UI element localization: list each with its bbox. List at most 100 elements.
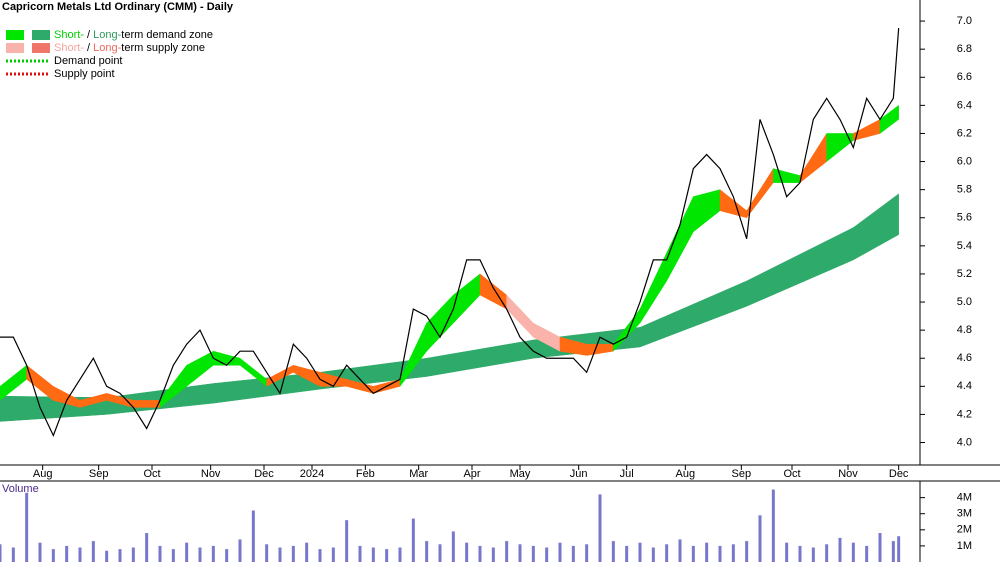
volume-bar	[785, 542, 789, 562]
x-tick-label: Jun	[570, 468, 588, 480]
volume-bar	[491, 547, 495, 562]
x-tick-label: Oct	[783, 468, 800, 480]
volume-bar	[878, 533, 882, 562]
legend-swatch	[32, 43, 50, 53]
legend-part: Supply point	[54, 68, 115, 80]
x-tick-label: 2024	[300, 468, 324, 480]
legend-part: term demand zone	[121, 29, 213, 41]
volume-bar	[211, 545, 215, 562]
legend-text: Supply point	[54, 68, 115, 80]
volume-bar	[531, 545, 535, 562]
zone-band	[879, 104, 899, 134]
volume-bar	[371, 547, 375, 562]
legend-part: Short-	[54, 29, 84, 41]
y-tick-label: 5.8	[957, 184, 972, 196]
volume-bar	[318, 549, 322, 562]
x-tick-label: Oct	[143, 468, 160, 480]
volume-bar	[505, 541, 509, 562]
y-tick-label: 5.4	[957, 240, 972, 252]
volume-bar	[851, 542, 855, 562]
volume-bar	[678, 539, 682, 562]
legend-text: Short- / Long-term supply zone	[54, 42, 205, 54]
y-tick-label: 5.6	[957, 212, 972, 224]
volume-bar	[811, 547, 815, 562]
x-tick-label: Sep	[732, 468, 752, 480]
volume-title: Volume	[2, 483, 39, 495]
x-tick-label: Apr	[463, 468, 480, 480]
y-tick-label: 4.6	[957, 352, 972, 364]
x-tick-label: Feb	[356, 468, 375, 480]
volume-bar	[131, 547, 135, 562]
volume-bar	[745, 541, 749, 562]
volume-bar	[897, 536, 901, 562]
volume-bar	[65, 545, 69, 562]
x-tick-label: Aug	[676, 468, 696, 480]
volume-bar	[758, 515, 762, 562]
x-tick-label: Dec	[254, 468, 274, 480]
y-tick-label: 4.0	[957, 436, 972, 448]
y-tick-label: 3M	[957, 508, 972, 520]
volume-bar	[478, 545, 482, 562]
volume-bar	[705, 542, 709, 562]
legend-part: Short-	[54, 42, 84, 54]
volume-bar	[25, 492, 29, 562]
volume-bar	[185, 542, 189, 562]
volume-bar	[425, 541, 429, 562]
volume-bar	[798, 545, 802, 562]
volume-bar	[625, 545, 629, 562]
volume-bar	[118, 549, 122, 562]
y-tick-label: 6.6	[957, 71, 972, 83]
volume-bar	[345, 520, 349, 562]
volume-bar	[198, 547, 202, 562]
x-tick-label: May	[510, 468, 531, 480]
legend-part: /	[84, 42, 93, 54]
legend-part: term supply zone	[121, 42, 205, 54]
legend-part: Long-	[93, 29, 121, 41]
volume-bar	[438, 544, 442, 562]
volume-bar	[0, 544, 2, 562]
y-tick-label: 5.2	[957, 268, 972, 280]
x-tick-label: Sep	[89, 468, 109, 480]
x-tick-label: Nov	[838, 468, 858, 480]
legend-text: Demand point	[54, 55, 123, 67]
volume-bar	[718, 545, 722, 562]
y-tick-label: 1M	[957, 540, 972, 552]
volume-bar	[571, 545, 575, 562]
y-tick-label: 6.4	[957, 99, 972, 111]
volume-bar	[731, 544, 735, 562]
y-tick-label: 4.8	[957, 324, 972, 336]
volume-bar	[691, 545, 695, 562]
volume-bar	[865, 545, 869, 562]
volume-bar	[558, 542, 562, 562]
volume-bar	[145, 533, 149, 562]
volume-bar	[771, 489, 775, 562]
legend-swatch	[32, 30, 50, 40]
volume-bar	[11, 547, 15, 562]
volume-bar	[451, 531, 455, 562]
volume-bar	[105, 550, 109, 562]
legend-part: /	[84, 29, 93, 41]
chart-title: Capricorn Metals Ltd Ordinary (CMM) - Da…	[2, 1, 234, 13]
volume-bar	[251, 510, 255, 562]
x-tick-label: Nov	[201, 468, 221, 480]
price-line	[0, 28, 900, 438]
y-tick-label: 7.0	[957, 15, 972, 27]
volume-bar	[665, 544, 669, 562]
volume-bar	[825, 544, 829, 562]
volume-bar	[638, 542, 642, 562]
volume-bar	[51, 549, 55, 562]
volume-bar	[291, 545, 295, 562]
y-tick-label: 5.0	[957, 296, 972, 308]
x-tick-label: Dec	[889, 468, 909, 480]
x-tick-label: Aug	[33, 468, 53, 480]
x-tick-label: Jul	[620, 468, 634, 480]
y-tick-label: 2M	[957, 524, 972, 536]
zone-band	[853, 193, 899, 261]
legend-part: Long-	[93, 42, 121, 54]
y-tick-label: 4.2	[957, 408, 972, 420]
volume-bar	[358, 545, 362, 562]
volume-bar	[518, 544, 522, 562]
volume-bar	[78, 547, 82, 562]
